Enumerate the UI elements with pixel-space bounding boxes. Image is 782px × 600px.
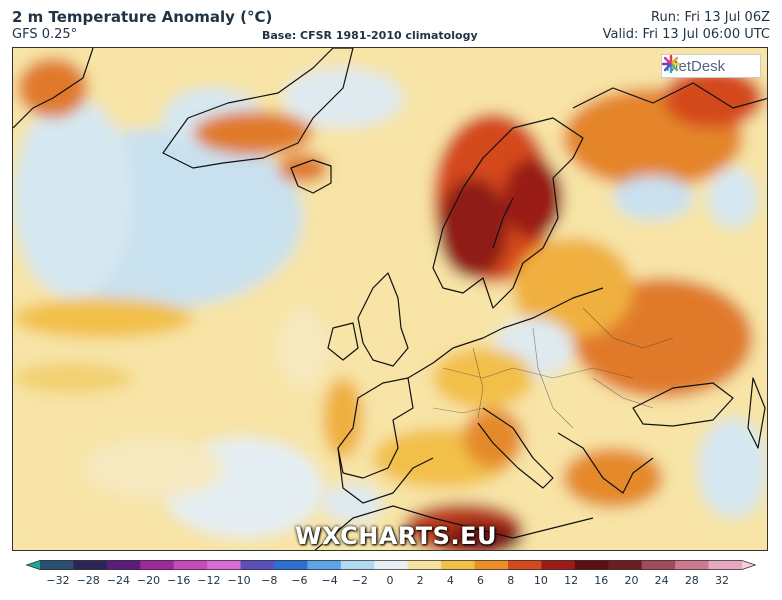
coastlines bbox=[13, 48, 767, 550]
map-canvas bbox=[13, 48, 767, 550]
colorbar-tick-label: −20 bbox=[136, 574, 161, 587]
colorbar-segment bbox=[374, 560, 409, 570]
colorbar-segment bbox=[207, 560, 242, 570]
model-label: GFS 0.25° bbox=[12, 27, 78, 42]
colorbar-segment bbox=[574, 560, 609, 570]
colorbar-tick-label: 24 bbox=[654, 574, 669, 587]
colorbar-max-arrow bbox=[742, 560, 756, 570]
anomaly-field bbox=[13, 48, 767, 550]
colorbar-segment bbox=[641, 560, 676, 570]
colorbar-tick-label: 6 bbox=[477, 574, 485, 587]
run-time-label: Run: Fri 13 Jul 06Z bbox=[651, 10, 770, 25]
colorbar-tick-label: 4 bbox=[446, 574, 454, 587]
colorbar-segment bbox=[274, 560, 308, 570]
map-title: 2 m Temperature Anomaly (°C) bbox=[12, 8, 273, 26]
colorbar-tick-label: −28 bbox=[76, 574, 100, 587]
colorbar-tick-label: 28 bbox=[684, 574, 699, 587]
colorbar-segment bbox=[708, 560, 743, 570]
colorbar-ticks: −32 −28 −24 −20 −16 −12 −10 −8 −6 −4 −2 0 2 4 6 8 10 12 16… bbox=[0, 574, 782, 590]
colorbar-segment bbox=[407, 560, 442, 570]
colorbar-segment bbox=[541, 560, 576, 570]
colorbar-segment bbox=[675, 560, 710, 570]
colorbar-tick-label: −24 bbox=[106, 574, 130, 587]
colorbar-tick-label: 12 bbox=[564, 574, 579, 587]
base-climatology-label: Base: CFSR 1981-2010 climatology bbox=[262, 29, 478, 42]
colorbar bbox=[26, 560, 756, 570]
wxcharts-watermark: WXCHARTS.EU bbox=[295, 522, 497, 550]
colorbar-segment bbox=[474, 560, 509, 570]
metdesk-logo: MetDesk bbox=[661, 54, 761, 78]
colorbar-tick-label: −2 bbox=[351, 574, 368, 587]
colorbar-segment bbox=[340, 560, 375, 570]
colorbar-segment bbox=[40, 560, 74, 570]
country-borders bbox=[432, 307, 674, 429]
metdesk-logo-icon bbox=[662, 55, 680, 73]
colorbar-segment bbox=[508, 560, 542, 570]
metdesk-logo-text: MetDesk bbox=[666, 57, 726, 75]
colorbar-tick-label: −10 bbox=[227, 574, 251, 587]
colorbar-tick-label: −12 bbox=[197, 574, 221, 587]
colorbar-segment bbox=[608, 560, 643, 570]
colorbar-tick-label: 0 bbox=[386, 574, 394, 587]
colorbar-segment bbox=[307, 560, 342, 570]
colorbar-segment bbox=[106, 560, 141, 570]
colorbar-tick-label: −8 bbox=[261, 574, 278, 587]
colorbar-border bbox=[26, 560, 756, 570]
valid-time-label: Valid: Fri 13 Jul 06:00 UTC bbox=[602, 27, 770, 42]
colorbar-segment bbox=[140, 560, 175, 570]
colorbar-tick-label: −16 bbox=[167, 574, 191, 587]
colorbar-tick-label: 20 bbox=[624, 574, 639, 587]
colorbar-segment bbox=[240, 560, 275, 570]
colorbar-tick-label: 8 bbox=[507, 574, 515, 587]
colorbar-tick-label: −6 bbox=[291, 574, 308, 587]
colorbar-segment bbox=[73, 560, 108, 570]
colorbar-tick-label: 32 bbox=[715, 574, 729, 587]
colorbar-min-arrow bbox=[26, 560, 40, 570]
colorbar-tick-label: −4 bbox=[321, 574, 338, 587]
colorbar-segment bbox=[173, 560, 208, 570]
colorbar-tick-label: 16 bbox=[594, 574, 609, 587]
colorbar-segment bbox=[441, 560, 476, 570]
colorbar-tick-label: 2 bbox=[416, 574, 424, 587]
temperature-anomaly-map: MetDesk WXCHARTS.EU bbox=[12, 47, 768, 551]
colorbar-tick-label: 10 bbox=[533, 574, 548, 587]
colorbar-tick-label: −32 bbox=[46, 574, 70, 587]
